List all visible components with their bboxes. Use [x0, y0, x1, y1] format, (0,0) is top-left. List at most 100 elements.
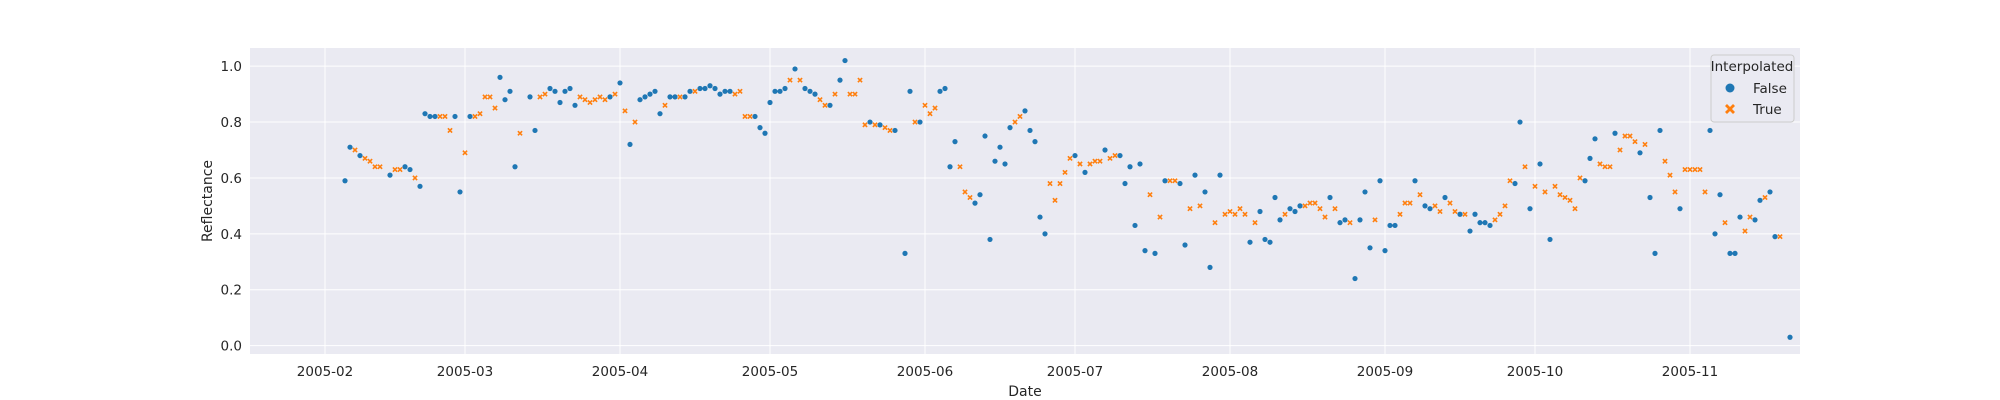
data-point-true	[1112, 152, 1118, 159]
data-point-true	[1157, 214, 1163, 220]
data-point-false	[1287, 206, 1293, 212]
data-point-false	[497, 74, 503, 80]
data-point-true	[882, 124, 888, 131]
legend-label-true: True	[1752, 102, 1782, 118]
data-point-true	[1502, 203, 1508, 209]
y-tick-label: 0.8	[221, 115, 242, 131]
data-point-true	[622, 108, 628, 114]
data-point-false	[1022, 108, 1028, 114]
data-point-false	[1127, 164, 1133, 170]
data-point-false	[1122, 180, 1128, 187]
data-point-true	[352, 147, 358, 153]
data-point-false	[562, 88, 568, 94]
x-tick-label: 2005-05	[742, 364, 798, 380]
data-point-true	[1167, 178, 1173, 184]
data-point-false	[1767, 189, 1773, 195]
data-point-true	[1682, 166, 1688, 173]
data-point-false	[1582, 178, 1588, 184]
data-point-false	[722, 88, 728, 94]
data-point-false	[1102, 147, 1108, 153]
data-point-false	[777, 88, 783, 94]
data-point-true	[1332, 206, 1338, 212]
x-tick-label: 2005-07	[1047, 364, 1103, 380]
data-point-true	[1542, 189, 1548, 195]
data-point-false	[1487, 222, 1493, 229]
data-point-true	[1462, 211, 1468, 217]
data-point-true	[1282, 211, 1288, 217]
data-point-false	[992, 158, 998, 164]
data-point-false	[1342, 217, 1348, 223]
data-point-true	[442, 113, 448, 120]
data-point-false	[1517, 119, 1523, 125]
data-point-false	[647, 91, 653, 97]
data-point-true	[587, 99, 593, 106]
x-tick-label: 2005-11	[1662, 364, 1718, 380]
data-point-false	[837, 77, 843, 83]
data-point-false	[707, 83, 713, 89]
x-tick-label: 2005-03	[437, 364, 493, 380]
data-point-false	[527, 94, 533, 100]
data-point-false	[842, 57, 848, 64]
data-point-true	[1067, 155, 1073, 162]
data-point-true	[372, 164, 378, 170]
data-point-true	[1232, 211, 1238, 217]
data-point-true	[367, 158, 373, 164]
x-tick-label: 2005-10	[1507, 364, 1563, 380]
data-point-false	[1072, 152, 1078, 159]
data-point-false	[422, 111, 428, 117]
data-point-true	[577, 94, 583, 100]
data-point-false	[1042, 231, 1048, 237]
data-point-false	[1032, 139, 1038, 145]
data-point-false	[1467, 228, 1473, 234]
data-point-false	[1352, 275, 1358, 282]
data-point-false	[1267, 239, 1273, 245]
data-point-false	[1257, 208, 1263, 215]
data-point-false	[1177, 180, 1183, 187]
data-point-true	[747, 113, 753, 120]
legend-marker-true	[1725, 104, 1735, 114]
data-point-false	[607, 94, 613, 100]
y-tick-label: 0.2	[221, 283, 242, 299]
data-point-false	[1537, 161, 1543, 167]
data-point-true	[437, 113, 443, 120]
data-point-false	[1457, 211, 1463, 217]
data-point-false	[702, 85, 708, 92]
data-point-true	[472, 113, 478, 120]
legend: Interpolated False True	[1710, 54, 1795, 123]
data-point-true	[1012, 119, 1018, 125]
data-point-true	[1662, 158, 1668, 164]
data-point-false	[1247, 239, 1253, 245]
data-point-true	[822, 102, 828, 108]
data-point-true	[1302, 203, 1308, 209]
data-point-true	[1087, 161, 1093, 167]
data-point-false	[812, 91, 818, 97]
data-point-false	[572, 102, 578, 108]
data-point-true	[872, 122, 878, 128]
data-point-false	[1382, 248, 1388, 254]
data-point-false	[1677, 206, 1683, 212]
data-point-true	[1672, 189, 1678, 195]
data-point-true	[932, 105, 938, 111]
data-point-false	[1272, 194, 1278, 201]
data-point-true	[1077, 161, 1083, 167]
data-point-true	[1017, 113, 1023, 120]
data-point-false	[802, 85, 808, 92]
data-point-false	[1752, 217, 1758, 223]
data-point-true	[677, 94, 683, 100]
data-point-true	[1692, 166, 1698, 173]
data-point-false	[1657, 127, 1663, 134]
data-point-false	[902, 250, 908, 256]
data-point-false	[1192, 172, 1198, 178]
data-point-true	[1417, 192, 1423, 198]
data-point-false	[637, 97, 643, 103]
data-point-false	[1357, 217, 1363, 223]
data-point-true	[1617, 147, 1623, 153]
data-point-true	[1667, 172, 1673, 178]
data-point-false	[1262, 236, 1268, 243]
data-point-false	[997, 144, 1003, 150]
x-axis-title: Date	[1008, 384, 1041, 400]
data-point-false	[1392, 222, 1398, 229]
data-point-true	[912, 119, 918, 125]
data-point-false	[347, 144, 353, 150]
data-point-false	[467, 113, 473, 120]
